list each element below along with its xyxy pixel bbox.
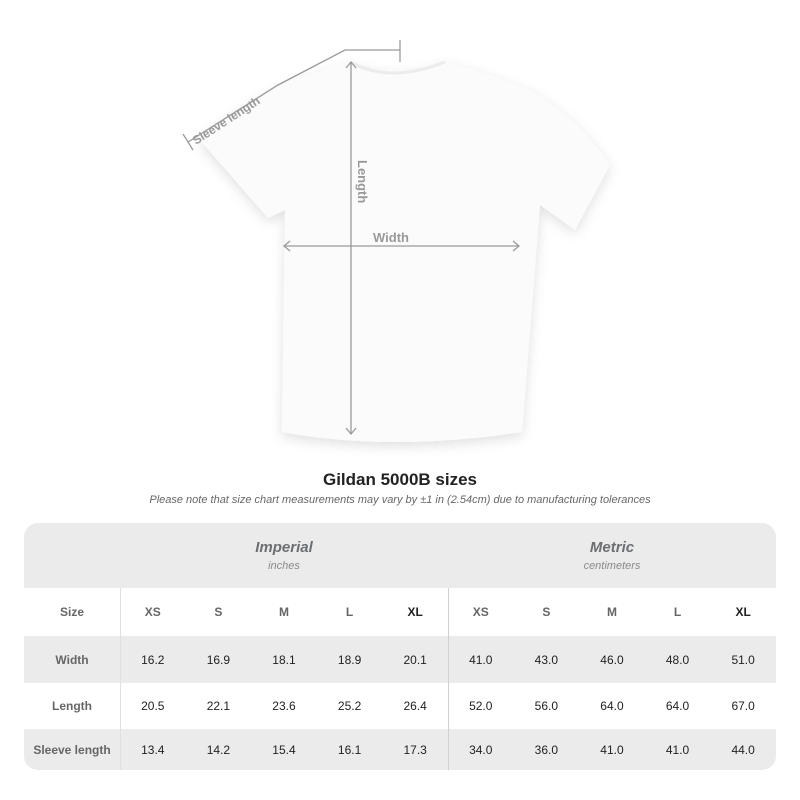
- table-cell: 26.4: [403, 699, 427, 713]
- metric-group: Metric centimeters: [448, 523, 776, 588]
- table-cell: 22.1: [206, 699, 231, 713]
- table-cell: 43.0: [534, 652, 559, 667]
- size-header-cell: M: [606, 605, 617, 619]
- measure-lines: [182, 40, 521, 436]
- table-cell: 16.1: [337, 742, 362, 757]
- imperial-group: Imperial inches: [120, 523, 448, 588]
- size-header-row: Size XS S M L XL XS S M L XL: [24, 588, 776, 636]
- table-cell: 13.4: [141, 742, 165, 757]
- size-header-cell: S: [542, 605, 551, 619]
- table-cell: 64.0: [600, 699, 624, 713]
- table-cell: 20.1: [403, 652, 427, 667]
- row-label: Sleeve length: [33, 742, 111, 757]
- table-cell: 16.2: [141, 652, 165, 667]
- table-cell: 17.3: [403, 742, 427, 757]
- row-label: Width: [55, 652, 89, 667]
- table-cell: 41.0: [469, 652, 493, 667]
- table-cell: 16.9: [206, 652, 231, 667]
- header-band: [24, 523, 776, 588]
- row-label: Length: [52, 699, 92, 713]
- size-table: Imperial inches Metric centimeters Size …: [24, 523, 776, 770]
- table-cell: 15.4: [272, 742, 296, 757]
- table-row: Sleeve length 13.4 14.2 15.4 16.1 17.3 34.0 36.…: [24, 729, 776, 770]
- length-label: Length: [355, 160, 370, 203]
- size-label: Size: [59, 605, 84, 619]
- table-cell: 14.2: [206, 742, 231, 757]
- table-cell: 52.0: [469, 699, 493, 713]
- size-header-cell: XL: [735, 605, 751, 619]
- size-header-cell: XL: [407, 605, 423, 619]
- table-cell: 56.0: [534, 699, 559, 713]
- size-header-cell: XS: [144, 605, 161, 619]
- size-header-cell: L: [673, 605, 682, 619]
- page-title: Gildan 5000B sizes: [322, 470, 478, 489]
- table-row: Length 20.5 22.1 23.6 25.2 26.4 52.0 56.0 64.0 64…: [24, 683, 776, 729]
- table-cell: 23.6: [272, 699, 296, 713]
- tshirt-diagram: Sleeve length Length Width: [182, 40, 610, 442]
- table-cell: 41.0: [665, 742, 690, 757]
- size-header-cell: XS: [472, 605, 489, 619]
- table-cell: 51.0: [731, 652, 755, 667]
- imperial-unit: inches: [268, 560, 300, 572]
- table-cell: 36.0: [534, 742, 559, 757]
- table-cell: 44.0: [731, 742, 755, 757]
- size-header-cell: L: [345, 605, 354, 619]
- width-label: Width: [373, 230, 409, 245]
- table-cell: 18.1: [272, 652, 296, 667]
- size-header-cell: M: [278, 605, 289, 619]
- tshirt-image: [200, 62, 610, 442]
- imperial-title: Imperial: [255, 539, 313, 556]
- table-cell: 48.0: [665, 652, 690, 667]
- table-cell: 25.2: [337, 699, 362, 713]
- metric-title: Metric: [589, 539, 635, 556]
- table-cell: 34.0: [469, 742, 493, 757]
- table-cell: 20.5: [141, 699, 165, 713]
- table-cell: 41.0: [600, 742, 624, 757]
- sleeve-arrow: [187, 49, 400, 143]
- table-row: Width 16.2 16.9 18.1 18.9 20.1 41.0 43.0 46.0 48.…: [24, 636, 776, 683]
- table-cell: 64.0: [665, 699, 690, 713]
- table-cell: 67.0: [731, 699, 755, 713]
- tolerance-note: Please note that size chart measurements…: [149, 494, 651, 506]
- metric-unit: centimeters: [583, 560, 641, 572]
- size-header-cell: S: [214, 605, 223, 619]
- table-cell: 46.0: [600, 652, 624, 667]
- table-cell: 18.9: [337, 652, 362, 667]
